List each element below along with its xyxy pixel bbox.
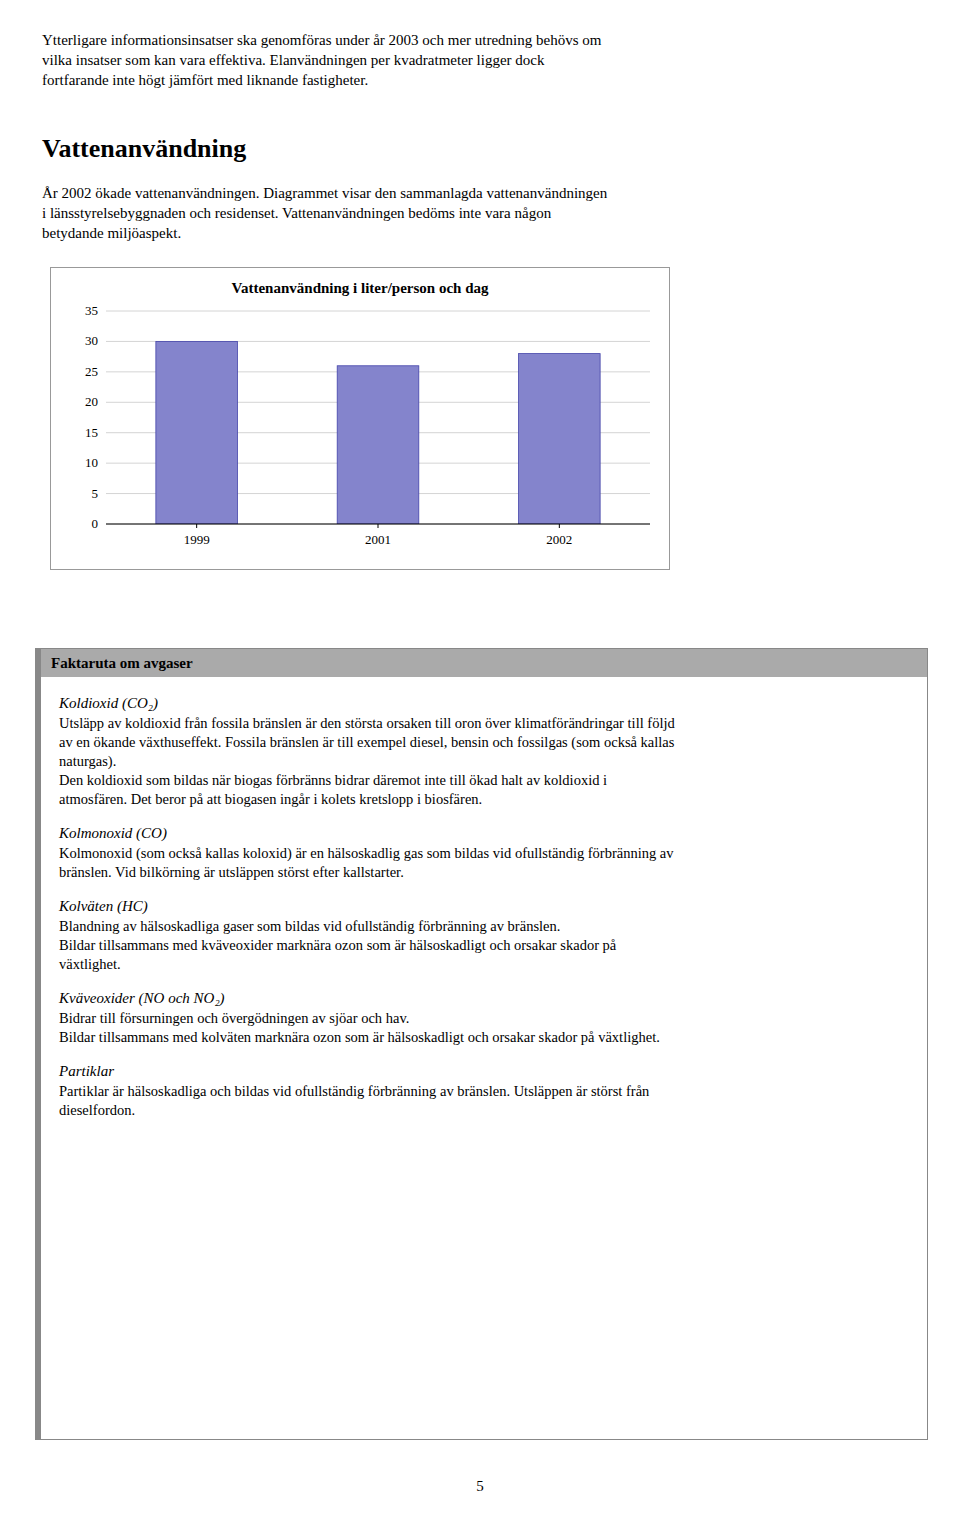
- fact-line: bränslen. Vid bilkörning är utsläppen st…: [59, 863, 909, 882]
- chart-border: [51, 268, 670, 570]
- bar: [519, 354, 601, 524]
- bar: [156, 341, 238, 524]
- fact-section: PartiklarPartiklar är hälsoskadliga och …: [59, 1061, 909, 1120]
- fact-line: Bidrar till försurningen och övergödning…: [59, 1009, 909, 1028]
- fact-heading: Koldioxid (CO₂): [59, 693, 909, 714]
- fact-line: av en ökande växthuseffekt. Fossila brän…: [59, 733, 909, 752]
- y-tick-label: 20: [85, 394, 98, 409]
- fact-box-body: Koldioxid (CO₂)Utsläpp av koldioxid från…: [41, 677, 927, 1150]
- paragraph-line: fortfarande inte högt jämfört med liknan…: [42, 70, 601, 90]
- y-tick-label: 15: [85, 425, 98, 440]
- y-tick-label: 5: [92, 486, 99, 501]
- x-tick: [378, 524, 379, 528]
- fact-line: Utsläpp av koldioxid från fossila bränsl…: [59, 714, 909, 733]
- fact-box: Faktaruta om avgaser Koldioxid (CO₂)Utslä…: [35, 648, 928, 1440]
- fact-section: Kväveoxider (NO och NO₂)Bidrar till förs…: [59, 988, 909, 1047]
- chart: Vattenanvändning i liter/person och dag 0…: [50, 267, 670, 570]
- fact-line: atmosfären. Det beror på att biogasen in…: [59, 790, 909, 809]
- fact-line: Den koldioxid som bildas när biogas förb…: [59, 771, 909, 790]
- fact-line: dieselfordon.: [59, 1101, 909, 1120]
- fact-line: Partiklar är hälsoskadliga och bildas vi…: [59, 1082, 909, 1101]
- fact-heading: Partiklar: [59, 1061, 909, 1082]
- paragraph-line: vilka insatser som kan vara effektiva. E…: [42, 50, 601, 70]
- y-tick-label: 30: [85, 333, 98, 348]
- fact-line: Bildar tillsammans med kolväten marknära…: [59, 1028, 909, 1047]
- fact-section: Kolmonoxid (CO)Kolmonoxid (som också kal…: [59, 823, 909, 882]
- fact-line: växtlighet.: [59, 955, 909, 974]
- fact-heading: Kväveoxider (NO och NO₂): [59, 988, 909, 1009]
- fact-box-title: Faktaruta om avgaser: [41, 649, 927, 677]
- fact-section: Kolväten (HC)Blandning av hälsoskadliga …: [59, 896, 909, 974]
- y-tick-label: 0: [92, 516, 99, 531]
- x-tick: [196, 524, 197, 528]
- paragraph-line: Ytterligare informationsinsatser ska gen…: [42, 30, 601, 50]
- section-title: Vattenanvändning: [42, 134, 246, 164]
- x-tick: [559, 524, 560, 528]
- x-tick-label: 1999: [184, 532, 210, 547]
- fact-line: Kolmonoxid (som också kallas koloxid) är…: [59, 844, 909, 863]
- fact-line: naturgas).: [59, 752, 909, 771]
- paragraph-line: År 2002 ökade vattenanvändningen. Diagra…: [42, 183, 607, 203]
- page-number: 5: [0, 1478, 960, 1495]
- paragraph-line: i länsstyrelsebyggnaden och residenset. …: [42, 203, 607, 223]
- fact-line: Bildar tillsammans med kväveoxider markn…: [59, 936, 909, 955]
- fact-heading: Kolväten (HC): [59, 896, 909, 917]
- y-tick-label: 10: [85, 455, 98, 470]
- paragraph-line: betydande miljöaspekt.: [42, 223, 607, 243]
- y-tick-label: 35: [85, 303, 98, 318]
- fact-heading: Kolmonoxid (CO): [59, 823, 909, 844]
- chart-title: Vattenanvändning i liter/person och dag: [232, 280, 489, 296]
- bars: [156, 341, 600, 524]
- grid-line: [106, 311, 650, 312]
- fact-line: Blandning av hälsoskadliga gaser som bil…: [59, 917, 909, 936]
- x-tick-label: 2002: [546, 532, 572, 547]
- top-paragraph: Ytterligare informationsinsatser ska gen…: [42, 30, 601, 90]
- section-body: År 2002 ökade vattenanvändningen. Diagra…: [42, 183, 607, 243]
- y-tick-label: 25: [85, 364, 98, 379]
- bar: [337, 366, 419, 524]
- x-tick-label: 2001: [365, 532, 391, 547]
- fact-section: Koldioxid (CO₂)Utsläpp av koldioxid från…: [59, 693, 909, 809]
